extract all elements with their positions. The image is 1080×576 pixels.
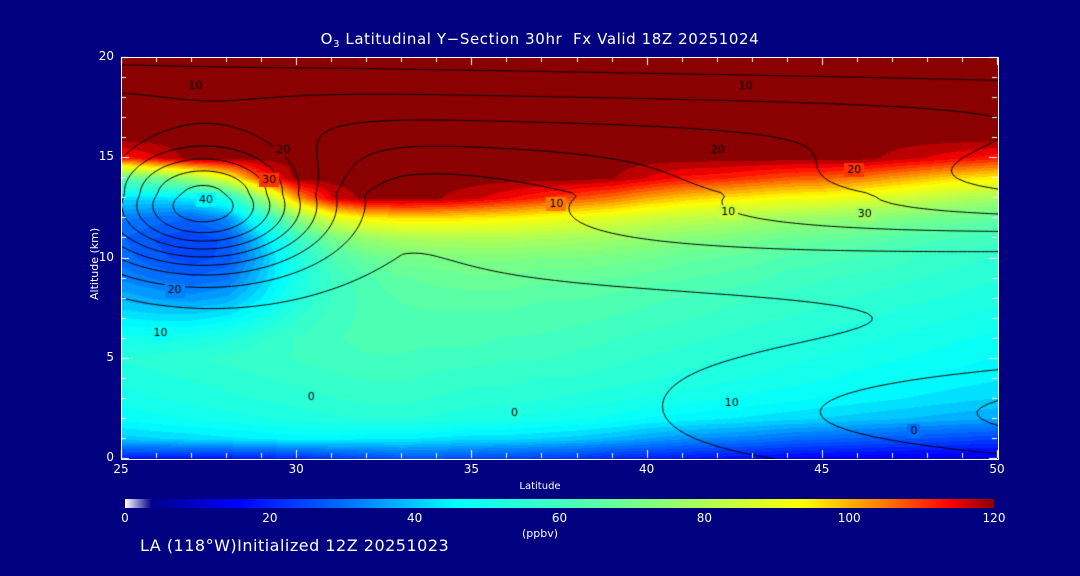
footer-caption: LA (118°W)Initialized 12Z 20251023 bbox=[140, 536, 450, 555]
colorbar-tick-label: 100 bbox=[837, 511, 861, 525]
y-tick-label: 20 bbox=[98, 49, 114, 63]
colorbar bbox=[125, 499, 994, 508]
colorbar-tick-label: 80 bbox=[696, 511, 712, 525]
colorbar-unit-label: (ppbv) bbox=[521, 527, 559, 540]
x-tick-label: 50 bbox=[989, 462, 1005, 476]
x-tick-label: 35 bbox=[463, 462, 480, 476]
x-tick-label: 45 bbox=[814, 462, 830, 476]
x-tick-label: 40 bbox=[638, 462, 655, 476]
colorbar-tick-label: 0 bbox=[121, 511, 129, 525]
x-axis-label: Latitude bbox=[519, 481, 561, 492]
y-tick-label: 15 bbox=[98, 149, 114, 164]
colorbar-tick-label: 40 bbox=[407, 511, 423, 525]
colorbar-tick-label: 20 bbox=[262, 511, 278, 525]
axis-tick-marks bbox=[120, 56, 998, 459]
colorbar-tick-label: 120 bbox=[982, 511, 1006, 525]
y-axis-ticks: 0 5 10 15 20 bbox=[82, 0, 114, 576]
colorbar-tick-label: 60 bbox=[551, 511, 568, 525]
title-subscript: 3 bbox=[333, 39, 341, 50]
title-species: O bbox=[320, 30, 334, 48]
y-tick-label: 0 bbox=[106, 450, 114, 464]
page-title: O3 Latitudinal Y−Section 30hr Fx Valid 1… bbox=[0, 30, 1080, 50]
colorbar-gradient bbox=[125, 499, 994, 508]
x-tick-label: 25 bbox=[113, 462, 129, 476]
y-tick-label: 5 bbox=[106, 349, 114, 364]
title-rest: Latitudinal Y−Section 30hr Fx Valid 18Z … bbox=[340, 30, 760, 48]
y-tick-label: 10 bbox=[98, 249, 114, 264]
x-tick-label: 30 bbox=[288, 462, 304, 476]
